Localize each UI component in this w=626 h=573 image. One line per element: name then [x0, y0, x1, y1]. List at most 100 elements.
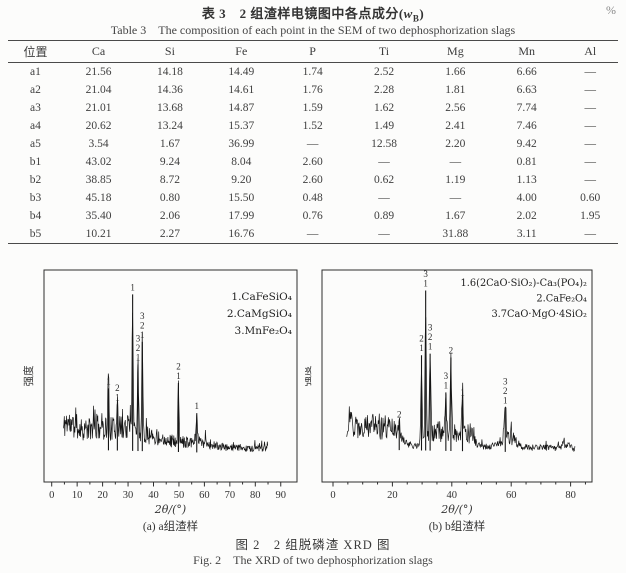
table-cell: 31.88	[442, 228, 469, 240]
table-cell: 43.02	[85, 156, 112, 168]
peak-phase-label: 1	[130, 282, 135, 292]
table-cell: —	[378, 192, 390, 204]
table-cell: 8.04	[231, 156, 252, 168]
peak-phase-label: 1	[195, 401, 200, 411]
table-cell: 14.61	[228, 84, 255, 96]
table-cell: b5	[29, 228, 42, 240]
table-cell: —	[584, 138, 596, 150]
x-tick-label: 0	[330, 490, 335, 501]
peak-phase-label: 1	[136, 353, 141, 363]
peak-phase-label: 3	[140, 311, 145, 321]
table-cell: 13.68	[156, 102, 183, 114]
table-cell: 15.37	[228, 120, 255, 132]
x-tick-label: 0	[49, 490, 54, 501]
peak-phase-label: 2	[397, 409, 402, 419]
table-cell: a1	[30, 66, 41, 78]
peak-phase-label: 2	[140, 320, 145, 330]
column-header: Mn	[491, 40, 563, 63]
table-cell: —	[584, 174, 596, 186]
table-cell: —	[584, 120, 596, 132]
table-row: b3 45.18 0.80 15.50 0.48 — — 4.00 0.60	[8, 189, 618, 207]
table-row: a2 21.04 14.36 14.61 1.76 2.28 1.81 6.63 —	[8, 81, 618, 99]
table-cell: b1	[29, 156, 42, 168]
table-cell: a2	[30, 84, 41, 96]
table-cell: 38.85	[85, 174, 112, 186]
table-cell: 4.00	[516, 192, 537, 204]
table-title-cn: 表 3 2 组渣样电镜图中各点成分(wB)	[201, 6, 425, 24]
table-cell: 1.76	[302, 84, 323, 96]
peak-phase-label: 1	[460, 388, 465, 398]
x-tick-label: 80	[565, 490, 576, 501]
table-cell: 14.87	[228, 102, 255, 114]
column-header: P	[276, 40, 349, 63]
x-axis-label: 2θ/(°)	[154, 503, 186, 516]
table-cell: 0.48	[302, 192, 323, 204]
table-row: b4 35.40 2.06 17.99 0.76 0.89 1.67 2.02 1.95	[8, 207, 618, 225]
table-cell: 16.76	[228, 228, 255, 240]
table-cell: 1.19	[445, 174, 466, 186]
table-cell: 14.36	[156, 84, 183, 96]
table-cell: 21.04	[85, 84, 112, 96]
table-cell: 0.60	[580, 192, 601, 204]
table-cell: 1.95	[580, 210, 601, 222]
table-cell: 1.67	[445, 210, 466, 222]
table-cell: 12.58	[371, 138, 397, 150]
table-cell: 1.74	[302, 66, 323, 78]
column-header: Fe	[205, 40, 277, 63]
table-cell: 3.11	[516, 228, 537, 240]
table-cell: 2.56	[445, 102, 466, 114]
table-cell: a3	[30, 102, 41, 114]
y-axis-label: 强度	[22, 365, 35, 386]
plot-frame	[321, 269, 593, 483]
table-cell: —	[306, 138, 319, 150]
table-cell: 13.24	[156, 120, 183, 132]
peak-phase-label: 2	[176, 361, 181, 371]
table-cell: 36.99	[228, 138, 255, 150]
x-tick-label: 80	[250, 490, 260, 501]
table-cell: —	[378, 228, 390, 240]
table-cell: —	[584, 228, 596, 240]
table-cell: 1.62	[373, 102, 395, 114]
table-cell: 1.49	[373, 120, 395, 132]
table-cell: 1.66	[445, 66, 466, 78]
table-row: a4 20.62 13.24 15.37 1.52 1.49 2.41 7.46 —	[8, 117, 618, 135]
peak-phase-label: 3	[428, 323, 433, 333]
table-cell: 2.60	[302, 156, 323, 168]
peak-phase-label: 1	[428, 342, 433, 352]
legend-entry: 3.7CaO·MgO·4SiO₂	[491, 309, 587, 320]
legend-entry: 1.CaFeSiO₄	[231, 291, 292, 303]
peak-phase-label: 1	[115, 392, 120, 402]
table-cell: 9.20	[231, 174, 252, 186]
table-cell: b2	[29, 174, 42, 186]
x-tick-label: 10	[72, 490, 83, 501]
legend-entry: 2.CaMgSiO₄	[227, 308, 292, 320]
peak-phase-label: 2	[115, 383, 120, 393]
table-cell: 1.52	[302, 120, 323, 132]
table-cell: 2.20	[445, 138, 466, 150]
table-cell: 17.99	[228, 210, 255, 222]
x-axis-label: 2θ/(°)	[440, 503, 472, 516]
table-cell: —	[449, 156, 462, 168]
peak-phase-label: 1	[503, 395, 508, 405]
table-cell: 0.89	[373, 210, 395, 222]
table-cell: 0.62	[373, 174, 395, 186]
peak-phase-label: 2	[136, 343, 141, 353]
peak-phase-label: 3	[423, 269, 428, 279]
table-cell: 7.74	[516, 102, 537, 114]
peak-phase-label: 3	[444, 371, 449, 381]
table-cell: 0.76	[302, 210, 323, 222]
table-cell: b4	[29, 210, 42, 222]
column-header: 位置	[8, 40, 63, 63]
x-tick-label: 20	[387, 490, 398, 501]
table-cell: 21.56	[85, 66, 112, 78]
table-cell: a4	[30, 120, 41, 132]
table-cell: b3	[29, 192, 42, 204]
composition-table-wrap: 位置 Ca Si Fe P Ti Mg Mn Al a1 21.56 14.18 14.49 1.74 2…	[8, 40, 618, 244]
x-tick-label: 40	[148, 490, 159, 501]
peak-phase-label: 1	[106, 376, 111, 386]
table-cell: 0.80	[159, 192, 180, 204]
table-cell: 1.81	[445, 84, 466, 96]
table-cell: 2.52	[373, 66, 395, 78]
peak-phase-label: 1	[444, 380, 449, 390]
